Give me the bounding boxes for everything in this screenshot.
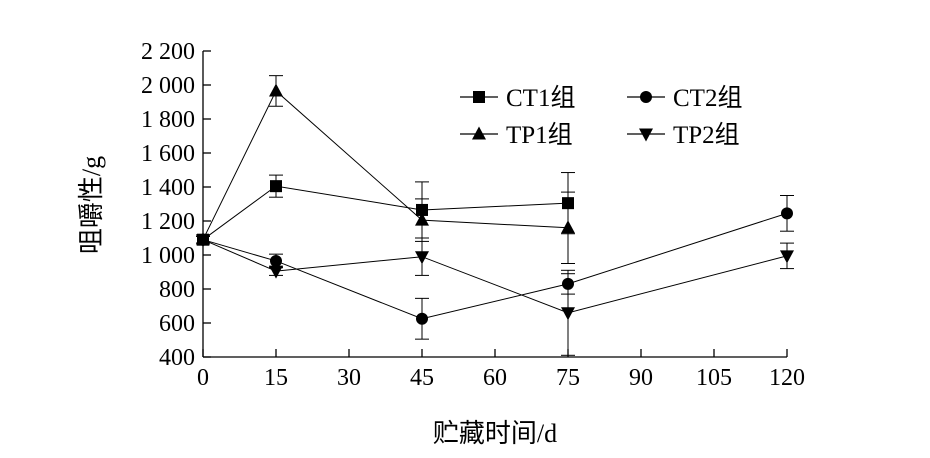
legend-marker bbox=[472, 126, 486, 140]
y-tick-label: 2 200 bbox=[141, 39, 195, 65]
data-point bbox=[196, 234, 210, 248]
y-tick-label: 2 000 bbox=[141, 73, 195, 99]
data-point bbox=[415, 212, 429, 226]
series-line bbox=[202, 185, 569, 241]
series-line bbox=[202, 90, 569, 240]
x-tick-label: 90 bbox=[629, 365, 653, 391]
y-axis-title: 咀嚼性/g bbox=[77, 156, 106, 254]
y-tick-label: 1 000 bbox=[141, 243, 195, 269]
x-tick-label: 45 bbox=[410, 365, 434, 391]
y-tick-label: 1 200 bbox=[141, 209, 195, 235]
data-point bbox=[269, 83, 283, 97]
legend-item-3: TP1组 bbox=[460, 121, 573, 149]
legend-marker bbox=[639, 128, 653, 142]
data-point bbox=[780, 250, 794, 264]
data-point bbox=[270, 254, 282, 267]
x-tick-label: 120 bbox=[769, 365, 805, 391]
x-tick-label: 15 bbox=[264, 365, 288, 391]
legend-label: TP1组 bbox=[506, 121, 573, 149]
legend-marker bbox=[473, 91, 485, 103]
legend-marker bbox=[640, 91, 652, 103]
x-axis-title: 贮藏时间/d bbox=[433, 419, 557, 448]
y-tick-label: 400 bbox=[159, 345, 195, 371]
x-tick-label: 105 bbox=[696, 365, 732, 391]
series-2 bbox=[196, 195, 794, 340]
data-point bbox=[781, 207, 793, 220]
y-tick-label: 1 800 bbox=[141, 107, 195, 133]
series-4 bbox=[196, 234, 794, 356]
legend-label: CT2组 bbox=[673, 84, 742, 112]
x-tick-label: 60 bbox=[483, 365, 507, 391]
plot-area bbox=[196, 75, 794, 356]
series-1 bbox=[196, 172, 575, 246]
legend: CT1组 CT2组 TP1组 TP2组 bbox=[460, 84, 742, 149]
series-line bbox=[202, 212, 788, 320]
data-point bbox=[416, 312, 428, 325]
y-tick-label: 1 600 bbox=[141, 141, 195, 167]
x-tick-label: 30 bbox=[337, 365, 361, 391]
legend-item-2: CT2组 bbox=[627, 84, 742, 112]
data-point bbox=[415, 251, 429, 265]
y-tick-label: 800 bbox=[159, 277, 195, 303]
y-tick-label: 1 400 bbox=[141, 175, 195, 201]
y-tick-label: 600 bbox=[159, 311, 195, 337]
x-tick-label: 75 bbox=[556, 365, 580, 391]
data-point bbox=[561, 307, 575, 321]
legend-label: TP2组 bbox=[673, 121, 740, 149]
legend-item-4: TP2组 bbox=[627, 121, 740, 149]
x-tick-label: 0 bbox=[197, 365, 209, 391]
data-point bbox=[561, 220, 575, 234]
data-point bbox=[270, 180, 282, 193]
data-point bbox=[269, 265, 283, 279]
legend-item-1: CT1组 bbox=[460, 84, 575, 112]
legend-label: CT1组 bbox=[506, 84, 575, 112]
